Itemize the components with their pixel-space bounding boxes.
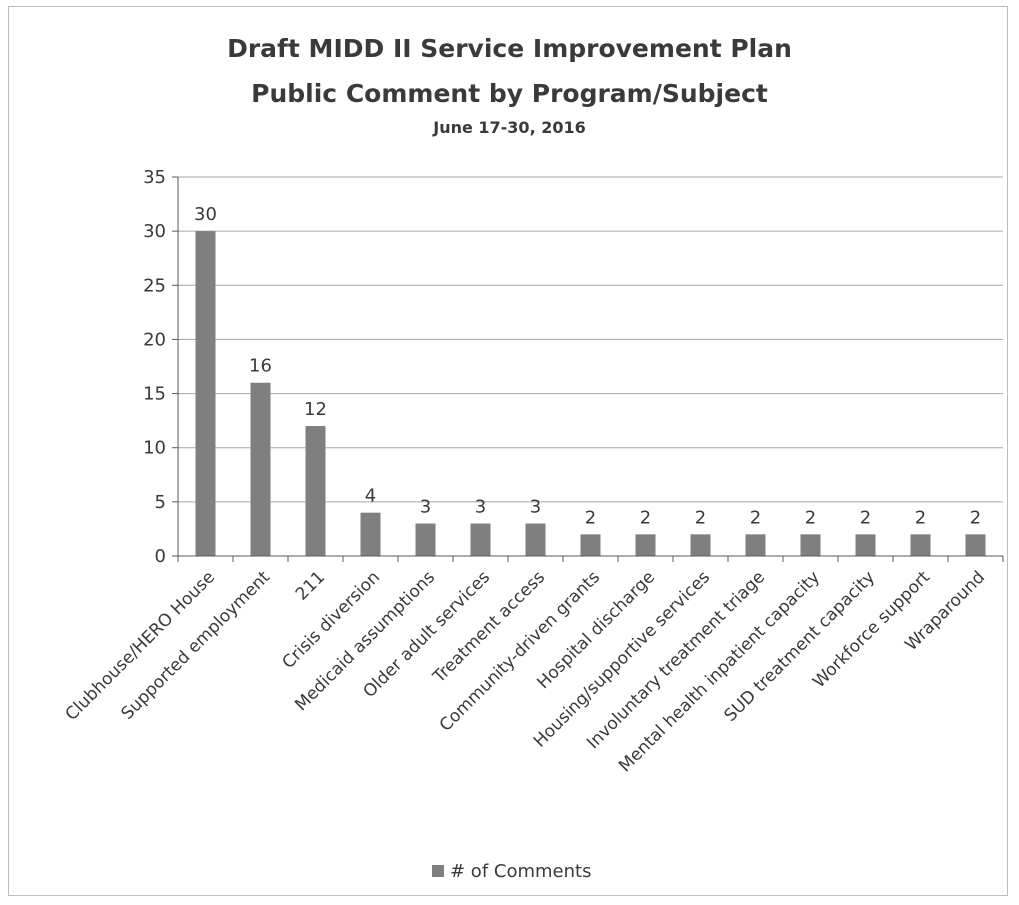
data-label: 2 bbox=[970, 507, 981, 528]
data-label: 2 bbox=[750, 507, 761, 528]
axes bbox=[177, 177, 1004, 562]
y-tick-label: 35 bbox=[143, 167, 166, 188]
bars bbox=[195, 231, 986, 556]
data-labels: 30 16 12 4 3 3 3 2 2 2 2 2 2 2 2 bbox=[194, 204, 981, 528]
chart-title: Draft MIDD II Service Improvement Plan bbox=[227, 34, 792, 63]
data-label: 2 bbox=[695, 507, 706, 528]
bar bbox=[965, 534, 986, 556]
bar bbox=[800, 534, 821, 556]
data-label: 3 bbox=[530, 497, 541, 518]
y-tick-label: 30 bbox=[143, 221, 166, 242]
bar bbox=[250, 382, 271, 556]
chart-title-line-2: Public Comment by Program/Subject bbox=[251, 79, 768, 108]
data-label: 2 bbox=[860, 507, 871, 528]
bar bbox=[580, 534, 601, 556]
data-label: 30 bbox=[194, 204, 217, 225]
data-label: 2 bbox=[585, 507, 596, 528]
legend-swatch bbox=[432, 865, 444, 877]
x-tick-label: Crisis diversion bbox=[279, 567, 385, 673]
data-label: 2 bbox=[640, 507, 651, 528]
bar bbox=[635, 534, 656, 556]
bar bbox=[855, 534, 876, 556]
bar bbox=[360, 512, 381, 556]
data-label: 12 bbox=[304, 399, 327, 420]
y-tick-label: 20 bbox=[143, 329, 166, 350]
legend: # of Comments bbox=[432, 858, 591, 884]
bar bbox=[415, 523, 436, 556]
data-label: 3 bbox=[475, 497, 486, 518]
bar bbox=[690, 534, 711, 556]
data-label: 2 bbox=[915, 507, 926, 528]
bar bbox=[470, 523, 491, 556]
bar bbox=[525, 523, 546, 556]
chart-frame bbox=[8, 6, 1008, 896]
x-tick-label: Mental health inpatient capacity bbox=[615, 567, 824, 776]
data-label: 2 bbox=[805, 507, 816, 528]
y-tick-label: 15 bbox=[143, 384, 166, 405]
bar bbox=[745, 534, 766, 556]
y-tick-label: 0 bbox=[155, 546, 166, 567]
legend-label: # of Comments bbox=[450, 860, 592, 882]
gridlines bbox=[178, 176, 1003, 503]
y-axis-ticks: 0 5 10 15 20 25 30 35 bbox=[143, 167, 178, 567]
data-label: 3 bbox=[420, 497, 431, 518]
bar bbox=[910, 534, 931, 556]
bar bbox=[195, 231, 216, 556]
x-tick-label: 211 bbox=[292, 567, 329, 604]
chart-subtitle: June 17-30, 2016 bbox=[433, 118, 586, 137]
bar bbox=[305, 426, 326, 556]
data-label: 4 bbox=[365, 486, 376, 507]
y-tick-label: 25 bbox=[143, 275, 166, 296]
y-tick-label: 5 bbox=[155, 492, 166, 513]
y-tick-label: 10 bbox=[143, 438, 166, 459]
data-label: 16 bbox=[249, 356, 272, 377]
